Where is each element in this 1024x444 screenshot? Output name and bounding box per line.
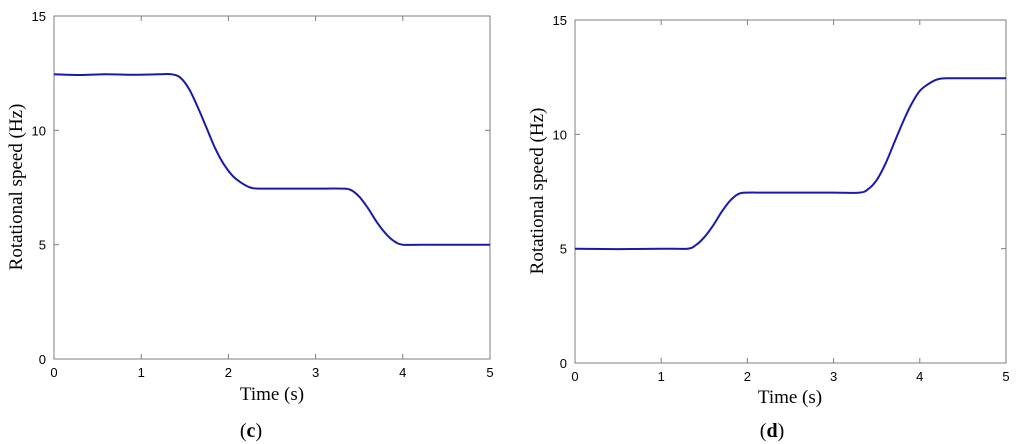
y-tick-label: 15 <box>553 13 567 28</box>
y-tick-labels: 0 5 10 15 <box>32 9 46 367</box>
y-axis-label: Rotational speed (Hz) <box>6 104 27 271</box>
y-tick-label: 0 <box>39 352 46 367</box>
panel-letter-c: c <box>247 420 256 442</box>
x-tick-label: 3 <box>312 365 319 380</box>
x-tick-label: 2 <box>744 369 751 384</box>
y-tick-label: 5 <box>560 242 567 257</box>
x-tick-label: 0 <box>50 365 57 380</box>
panel-label-d: (d) <box>760 420 784 442</box>
y-tick-label: 10 <box>32 123 46 138</box>
x-tick-label: 4 <box>916 369 923 384</box>
x-tick-label: 1 <box>658 369 665 384</box>
x-tick-label: 5 <box>1002 369 1009 384</box>
chart-panel-d: 0 1 2 3 4 5 0 5 10 15 Time (s) Rotational speed … <box>527 13 1010 408</box>
panel-label-c: (c) <box>240 420 262 442</box>
tick-marks <box>574 19 1007 364</box>
x-tick-labels: 0 1 2 3 4 5 <box>50 365 493 380</box>
y-tick-label: 0 <box>560 356 567 371</box>
x-axis-label: Time (s) <box>240 384 304 405</box>
x-axis-label: Time (s) <box>758 387 822 408</box>
x-tick-label: 2 <box>225 365 232 380</box>
x-tick-label: 1 <box>138 365 145 380</box>
y-tick-labels: 0 5 10 15 <box>553 13 567 371</box>
y-axis-label: Rotational speed (Hz) <box>527 108 548 275</box>
panel-letter-d: d <box>766 420 777 442</box>
y-tick-label: 5 <box>39 238 46 253</box>
x-tick-label: 4 <box>399 365 406 380</box>
x-tick-label: 3 <box>830 369 837 384</box>
y-tick-label: 10 <box>553 127 567 142</box>
x-tick-label: 0 <box>571 369 578 384</box>
speed-line-d <box>574 77 1006 251</box>
plot-frame <box>574 19 1007 364</box>
tick-marks <box>53 15 491 360</box>
x-tick-labels: 0 1 2 3 4 5 <box>571 369 1009 384</box>
speed-line-c <box>53 73 490 246</box>
y-tick-label: 15 <box>32 9 46 24</box>
plot-frame <box>53 15 491 360</box>
chart-panel-c: 0 1 2 3 4 5 0 5 10 15 Time (s) Rotational speed … <box>6 9 494 405</box>
x-tick-label: 5 <box>486 365 493 380</box>
